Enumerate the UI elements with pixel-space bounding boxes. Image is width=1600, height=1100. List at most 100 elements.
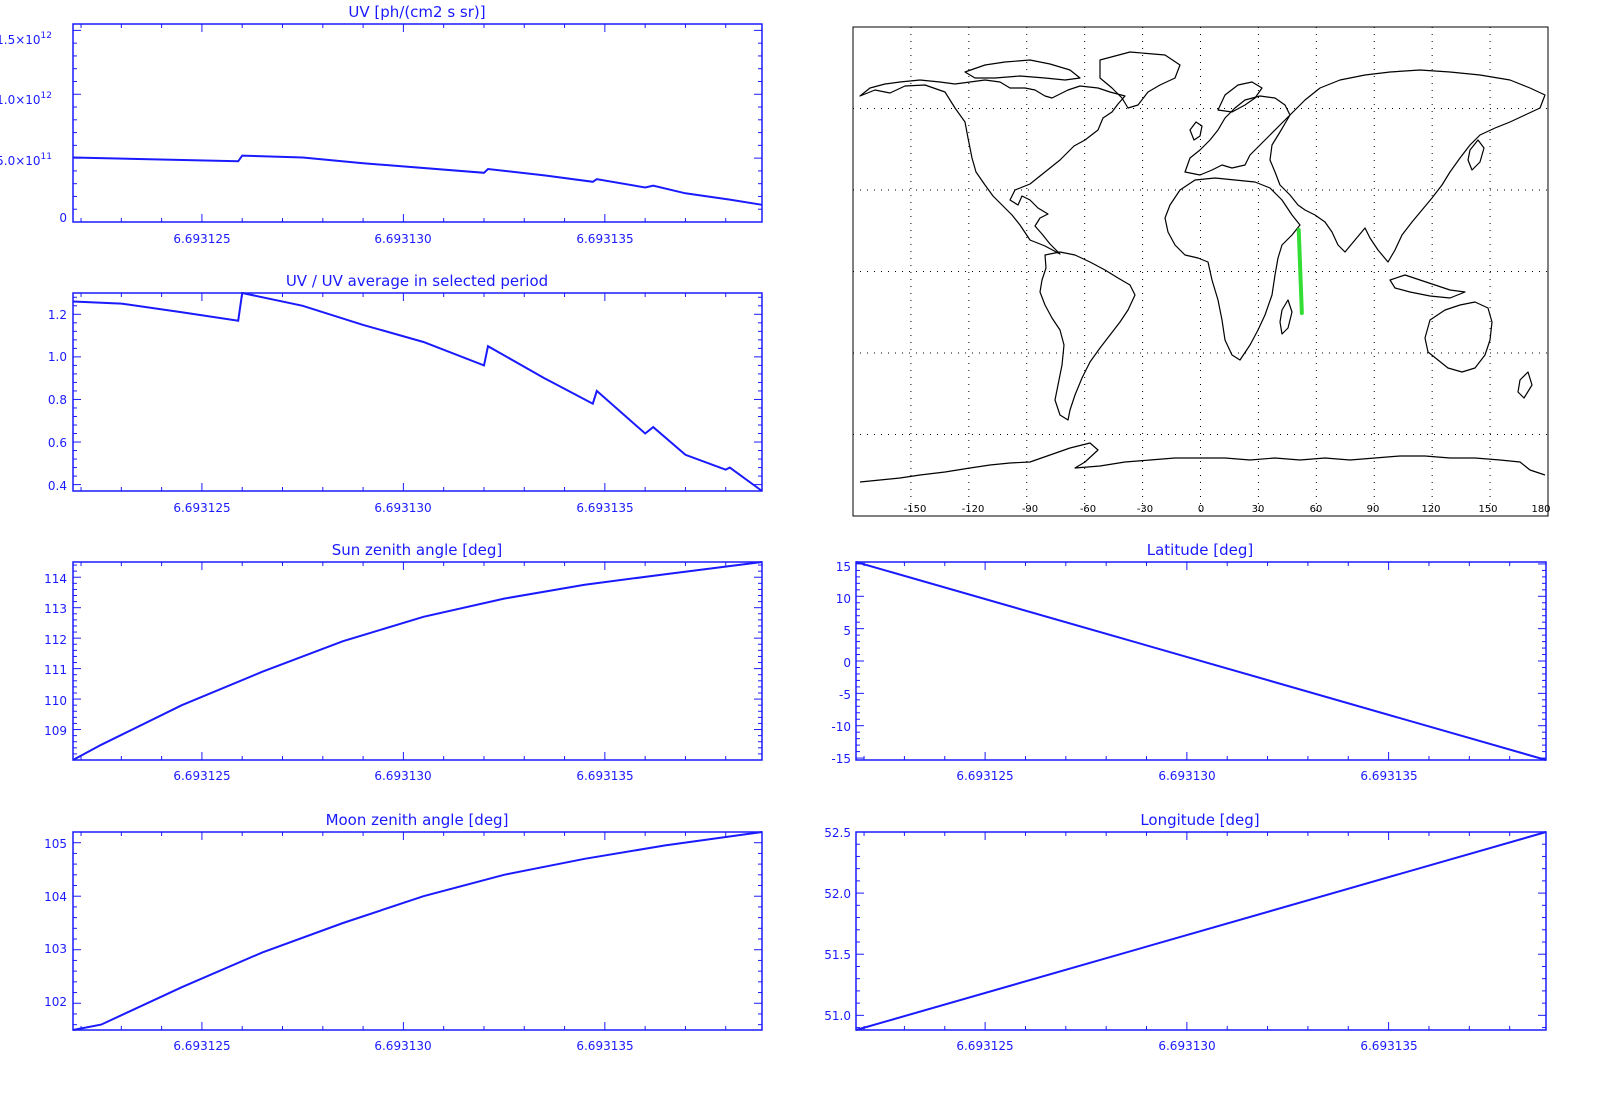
sun-zenith-panel: Sun zenith angle [deg] 6.693125 6.693130… bbox=[44, 541, 763, 783]
uv-y-tick-label-4: 1.5×1012 bbox=[0, 31, 52, 47]
longitude-frame bbox=[855, 831, 1547, 1031]
uv-ratio-y-tick-label-1: 0.4 bbox=[48, 479, 67, 493]
uv-y-tick-label-1-text: 0 bbox=[59, 211, 67, 225]
map-lon-label-11: 150 bbox=[1478, 504, 1497, 515]
longitude-ticks bbox=[856, 831, 1546, 1030]
uv-frame bbox=[72, 23, 763, 223]
map-lon-label-9: 90 bbox=[1367, 504, 1380, 515]
moon-zenith-ticks bbox=[73, 831, 762, 1030]
latitude-y-tick-label-5: 5 bbox=[843, 624, 851, 638]
map-lon-label-4: -60 bbox=[1080, 504, 1096, 515]
longitude-y-tick-label-2: 51.5 bbox=[824, 948, 851, 962]
longitude-title: Longitude [deg] bbox=[1140, 811, 1259, 829]
sun-zenith-x-tick-label-3: 6.693135 bbox=[576, 769, 633, 783]
latitude-y-tick-label-4: 0 bbox=[843, 656, 851, 670]
europe-coastline bbox=[1184, 95, 1291, 176]
moon-zenith-y-tick-label-3: 104 bbox=[44, 890, 67, 904]
longitude-y-tick-label-1: 51.0 bbox=[824, 1009, 851, 1023]
arctic-islands-coastline bbox=[964, 59, 1081, 81]
uv-x-tick-label-3: 6.693135 bbox=[576, 232, 633, 246]
uv-ratio-y-tick-label-4: 1.0 bbox=[48, 350, 67, 364]
uv-ratio-x-tick-label-1: 6.693125 bbox=[173, 501, 230, 515]
map-lon-label-12: 180 bbox=[1531, 504, 1550, 515]
madagascar-coastline bbox=[1279, 299, 1293, 335]
uv-title: UV [ph/(cm2 s sr)] bbox=[348, 3, 485, 21]
sun-zenith-y-tick-label-6: 114 bbox=[44, 572, 67, 586]
map-lon-label-7: 30 bbox=[1252, 504, 1265, 515]
uv-ratio-frame bbox=[72, 292, 763, 492]
longitude-panel: Longitude [deg] 6.693125 6.693130 6.6931… bbox=[824, 811, 1547, 1053]
moon-zenith-series-line bbox=[72, 831, 763, 1031]
north-america-coastline bbox=[859, 79, 1126, 255]
latitude-title: Latitude [deg] bbox=[1147, 541, 1253, 559]
new-zealand-coastline bbox=[1517, 371, 1533, 399]
latitude-series-line bbox=[855, 561, 1547, 761]
uv-ratio-x-tick-label-2: 6.693130 bbox=[374, 501, 431, 515]
map-lon-label-5: -30 bbox=[1137, 504, 1153, 515]
map-lon-label-1: -150 bbox=[904, 504, 927, 515]
latitude-y-tick-label-2: -10 bbox=[831, 720, 851, 734]
uv-y-tick-label-3: 1.0×1012 bbox=[0, 91, 52, 107]
sun-zenith-frame bbox=[72, 561, 763, 761]
moon-zenith-y-tick-label-4: 105 bbox=[44, 837, 67, 851]
longitude-x-tick-label-3: 6.693135 bbox=[1360, 1039, 1417, 1053]
uv-y-tick-label-3-exp: 12 bbox=[41, 91, 52, 101]
coastlines bbox=[859, 51, 1546, 483]
british-isles-coastline bbox=[1189, 121, 1203, 141]
uv-y-tick-label-4-text: 1.5×10 bbox=[0, 33, 41, 47]
moon-zenith-y-tick-label-1: 102 bbox=[44, 995, 67, 1009]
moon-zenith-x-tick-label-1: 6.693125 bbox=[173, 1039, 230, 1053]
africa-coastline bbox=[1164, 177, 1301, 361]
latitude-y-tick-label-3: -5 bbox=[839, 688, 851, 702]
latitude-y-tick-label-6: 10 bbox=[836, 592, 851, 606]
world-map-panel: -150 -120 -90 -60 -30 0 30 60 90 120 150… bbox=[852, 26, 1551, 517]
map-lon-label-8: 60 bbox=[1310, 504, 1323, 515]
uv-ratio-ticks bbox=[73, 293, 762, 491]
latitude-y-tick-label-7: 15 bbox=[836, 560, 851, 574]
longitude-y-tick-label-3: 52.0 bbox=[824, 887, 851, 901]
longitude-series-line bbox=[855, 831, 1547, 1031]
sun-zenith-x-tick-label-1: 6.693125 bbox=[173, 769, 230, 783]
sun-zenith-y-tick-label-1: 109 bbox=[44, 724, 67, 738]
moon-zenith-title: Moon zenith angle [deg] bbox=[326, 811, 509, 829]
map-lon-label-10: 120 bbox=[1421, 504, 1440, 515]
uv-series-line bbox=[72, 154, 763, 206]
scandinavia-coastline bbox=[1217, 81, 1263, 113]
moon-zenith-x-tick-label-2: 6.693130 bbox=[374, 1039, 431, 1053]
latitude-panel: Latitude [deg] 6.693125 6.693130 6.69313… bbox=[831, 541, 1547, 783]
uv-ticks bbox=[73, 24, 762, 223]
uv-ratio-panel: UV / UV average in selected period 6.693… bbox=[48, 272, 763, 515]
uv-ratio-y-tick-label-2: 0.6 bbox=[48, 436, 67, 450]
moon-zenith-x-tick-label-3: 6.693135 bbox=[576, 1039, 633, 1053]
sun-zenith-y-tick-label-2: 110 bbox=[44, 694, 67, 708]
sun-zenith-y-tick-label-4: 112 bbox=[44, 633, 67, 647]
moon-zenith-panel: Moon zenith angle [deg] 6.693125 6.69313… bbox=[44, 811, 763, 1053]
sun-zenith-y-tick-label-3: 111 bbox=[44, 663, 67, 677]
japan-coastline bbox=[1467, 139, 1485, 171]
uv-y-tick-label-2-text: 5.0×10 bbox=[0, 154, 41, 168]
longitude-x-tick-label-1: 6.693125 bbox=[956, 1039, 1013, 1053]
sun-zenith-x-tick-label-2: 6.693130 bbox=[374, 769, 431, 783]
longitude-y-tick-label-4: 52.5 bbox=[824, 826, 851, 840]
australia-coastline bbox=[1424, 301, 1493, 373]
map-longitude-labels: -150 -120 -90 -60 -30 0 30 60 90 120 150… bbox=[904, 504, 1551, 515]
greenland-coastline bbox=[1099, 51, 1181, 109]
indonesia-coastline bbox=[1389, 274, 1466, 299]
antarctica-coastline bbox=[859, 442, 1546, 483]
uv-y-tick-label-2: 5.0×1011 bbox=[0, 152, 52, 168]
uv-ratio-y-tick-label-5: 1.2 bbox=[48, 308, 67, 322]
sun-zenith-ticks bbox=[73, 562, 762, 761]
latitude-x-tick-label-2: 6.693130 bbox=[1158, 769, 1215, 783]
sun-zenith-title: Sun zenith angle [deg] bbox=[332, 541, 503, 559]
latitude-x-tick-label-3: 6.693135 bbox=[1360, 769, 1417, 783]
sun-zenith-series-line bbox=[72, 561, 763, 761]
asia-coastline bbox=[1269, 69, 1546, 263]
satellite-ground-track bbox=[1296, 227, 1304, 316]
uv-ratio-x-tick-label-3: 6.693135 bbox=[576, 501, 633, 515]
uv-ratio-series-line bbox=[72, 291, 763, 492]
uv-x-tick-label-1: 6.693125 bbox=[173, 232, 230, 246]
map-lon-label-2: -120 bbox=[962, 504, 985, 515]
map-lon-label-3: -90 bbox=[1022, 504, 1038, 515]
uv-y-tick-label-2-exp: 11 bbox=[41, 152, 52, 162]
sun-zenith-y-tick-label-5: 113 bbox=[44, 602, 67, 616]
